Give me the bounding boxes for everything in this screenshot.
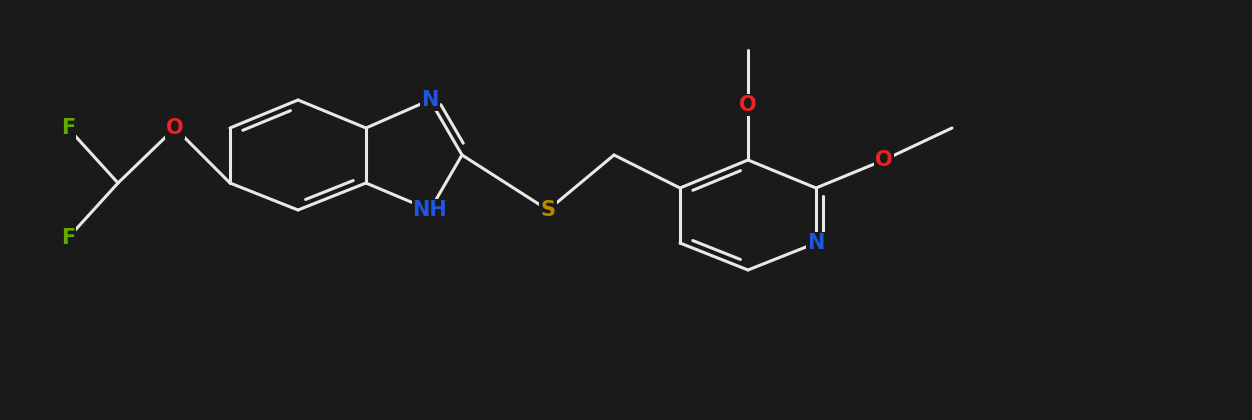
Text: N: N [422,90,438,110]
Text: O: O [739,95,756,115]
Text: S: S [541,200,556,220]
Text: NH: NH [413,200,447,220]
Text: O: O [167,118,184,138]
Text: N: N [808,233,825,253]
Text: F: F [61,118,75,138]
Text: O: O [875,150,893,170]
Text: F: F [61,228,75,248]
